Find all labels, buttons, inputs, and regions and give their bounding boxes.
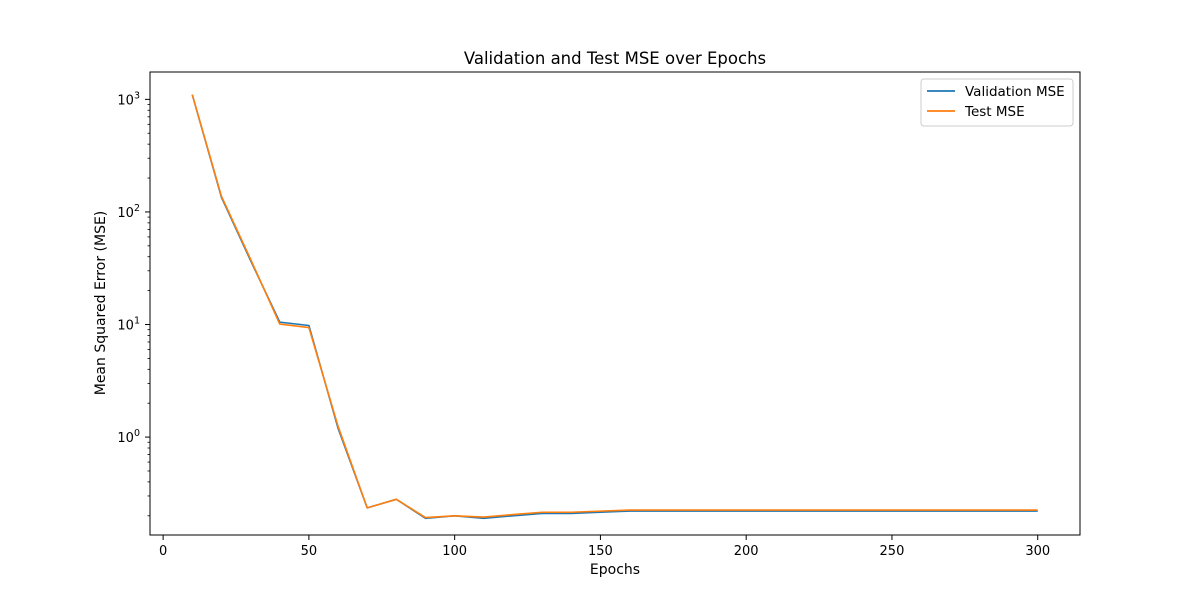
plot-frame [149, 71, 1081, 536]
x-tick-label: 250 [880, 544, 905, 559]
x-tick-label: 150 [588, 544, 613, 559]
y-tick-label: 101 [117, 316, 140, 334]
x-tick-label: 100 [442, 544, 467, 559]
x-tick-label: 200 [734, 544, 759, 559]
legend-box [920, 78, 1074, 127]
x-tick-label: 300 [1025, 544, 1050, 559]
x-tick-label: 0 [159, 544, 167, 559]
legend-label: Validation MSE [965, 84, 1065, 100]
y-tick-label: 103 [117, 90, 140, 108]
x-axis-title: Epochs [590, 562, 640, 578]
series-line-test [191, 94, 1038, 519]
y-tick-label: 102 [117, 203, 140, 221]
series-line-validation [191, 94, 1038, 520]
y-axis-title: Mean Squared Error (MSE) [93, 211, 109, 396]
chart-title: Validation and Test MSE over Epochs [464, 49, 766, 68]
x-tick-label: 50 [301, 544, 318, 559]
legend-label: Test MSE [964, 104, 1025, 120]
y-tick-label: 100 [117, 428, 140, 446]
plot-area: 0 50 100 150 200 250 300 100 101 102 103 Validation… [117, 71, 1081, 559]
